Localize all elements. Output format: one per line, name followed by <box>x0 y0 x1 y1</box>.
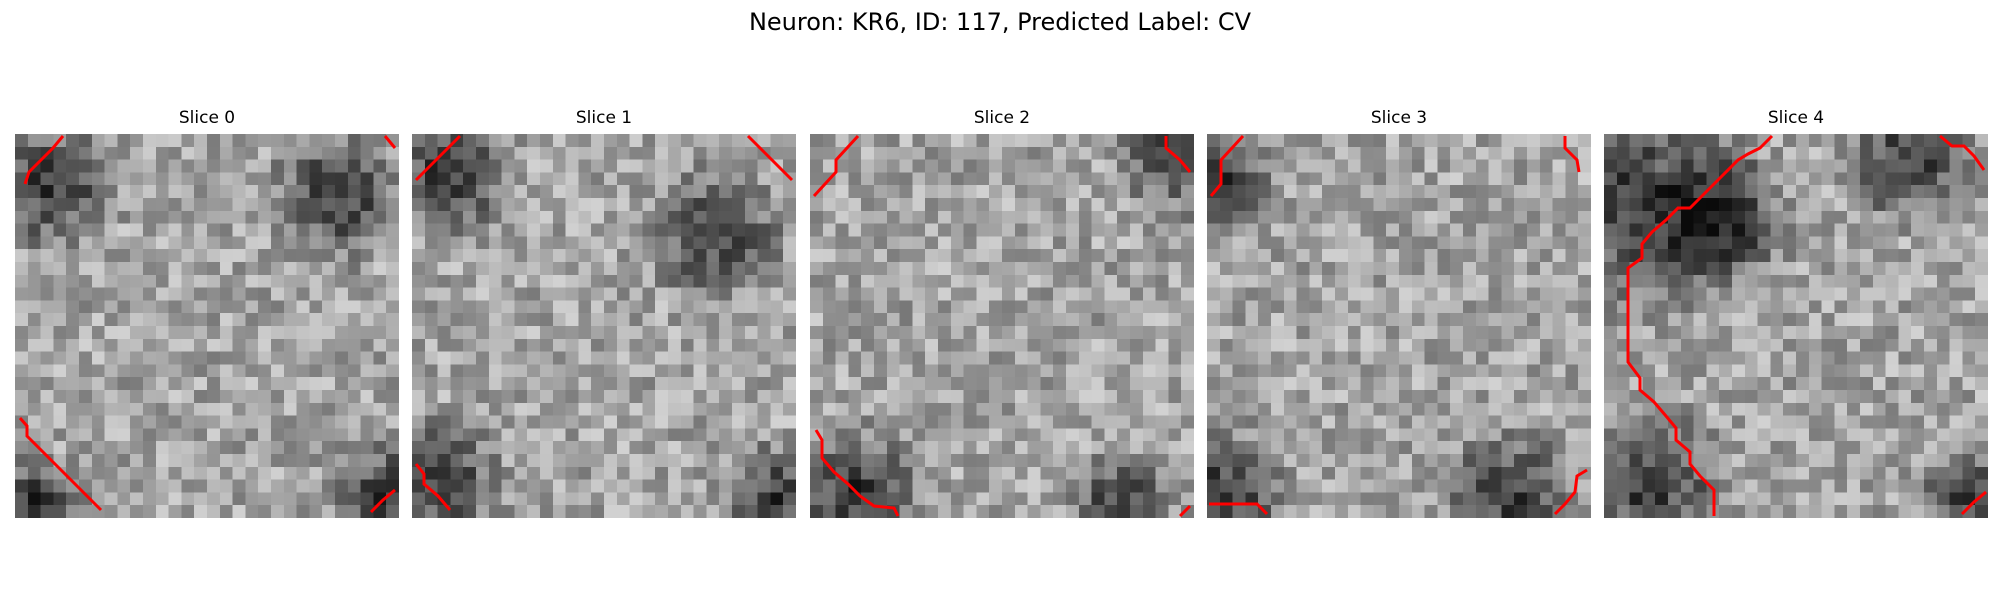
slice-image <box>15 134 399 518</box>
slice-title: Slice 2 <box>973 108 1031 128</box>
grayscale-image <box>1604 134 1988 518</box>
grayscale-image <box>810 134 1194 518</box>
contour-line <box>1209 502 1269 516</box>
grayscale-image <box>412 134 796 518</box>
contour-line <box>414 134 462 182</box>
contour-line <box>812 134 860 198</box>
grayscale-image <box>1207 134 1591 518</box>
slice-title: Slice 1 <box>575 108 633 128</box>
contour-line <box>1209 134 1245 197</box>
slice-panel-4: Slice 4 <box>1604 108 1988 518</box>
slice-title: Slice 0 <box>178 108 236 128</box>
contour-line <box>814 429 900 517</box>
figure-title: Neuron: KR6, ID: 117, Predicted Label: C… <box>748 8 1252 36</box>
contour-line <box>1939 134 1986 171</box>
contour-line <box>383 135 397 149</box>
slice-title: Slice 4 <box>1767 108 1825 128</box>
slice-panel-3: Slice 3 <box>1207 108 1591 518</box>
grayscale-image <box>15 134 399 518</box>
contour-line <box>369 488 396 514</box>
contour-line <box>1960 490 1987 516</box>
slice-image <box>1604 134 1988 518</box>
contour-line <box>1626 134 1774 516</box>
slice-image <box>810 134 1194 518</box>
slice-image <box>412 134 796 518</box>
slice-title: Slice 3 <box>1370 108 1428 128</box>
contour-line <box>746 134 794 182</box>
contour-overlay <box>1626 134 1987 516</box>
contour-overlay <box>18 135 397 514</box>
contour-overlay <box>414 134 794 511</box>
contour-overlay <box>812 134 1192 518</box>
contour-line <box>1563 136 1581 173</box>
contour-line <box>23 135 65 185</box>
contour-overlay <box>1209 134 1588 516</box>
slice-image <box>1207 134 1591 518</box>
contour-line <box>1553 468 1588 516</box>
contour-line <box>1178 504 1192 518</box>
contour-line <box>18 417 103 512</box>
slice-panel-1: Slice 1 <box>412 108 796 518</box>
contour-line <box>1164 136 1192 173</box>
contour-line <box>414 463 452 511</box>
slice-panel-0: Slice 0 <box>15 108 399 518</box>
slice-panel-2: Slice 2 <box>810 108 1194 518</box>
